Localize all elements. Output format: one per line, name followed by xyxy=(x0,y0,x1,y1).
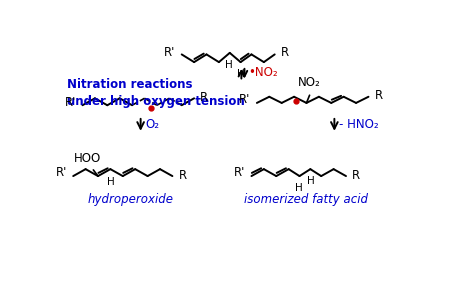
Text: R': R' xyxy=(234,166,245,180)
Text: O₂: O₂ xyxy=(145,118,159,131)
Text: H: H xyxy=(107,177,114,187)
Text: R: R xyxy=(281,46,289,59)
Text: R': R' xyxy=(239,93,251,106)
Text: R': R' xyxy=(164,46,175,59)
Text: •NO₂: •NO₂ xyxy=(248,66,278,79)
Text: R: R xyxy=(374,89,383,103)
Text: NO₂: NO₂ xyxy=(298,76,321,89)
Text: H: H xyxy=(225,60,233,70)
Text: H: H xyxy=(307,176,315,186)
Text: R: R xyxy=(352,169,360,182)
Text: hydroperoxide: hydroperoxide xyxy=(88,193,173,206)
Text: isomerized fatty acid: isomerized fatty acid xyxy=(245,193,368,206)
Text: R': R' xyxy=(65,96,76,109)
Text: R: R xyxy=(179,169,187,182)
Text: - HNO₂: - HNO₂ xyxy=(339,118,379,131)
Text: H: H xyxy=(295,183,302,193)
Text: Nitration reactions
under high oxygen tension: Nitration reactions under high oxygen te… xyxy=(67,78,245,108)
Text: HOO: HOO xyxy=(73,152,101,165)
Text: R: R xyxy=(201,91,209,104)
Text: R': R' xyxy=(55,166,67,180)
Text: H: H xyxy=(237,69,245,79)
